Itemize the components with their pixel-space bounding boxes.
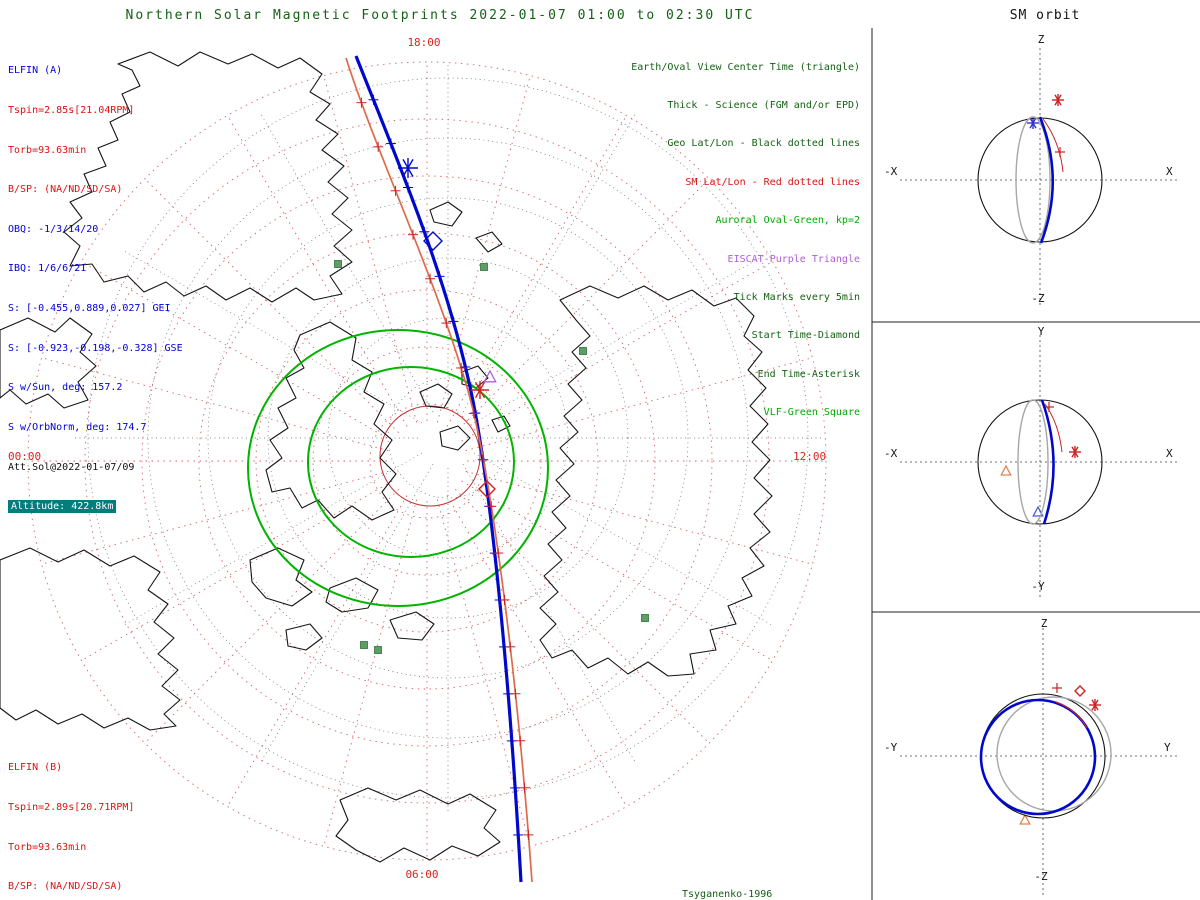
elfin-a-line: S w/OrbNorm, deg: 174.7	[8, 421, 147, 433]
coastlines	[0, 51, 773, 863]
map-legend: Earth/Oval View Center Time (triangle) T…	[585, 36, 860, 446]
sm-orbit-panel-xz	[900, 48, 1180, 308]
elfin-a-line: S: [-0.923,-0.198,-0.328] GSE	[8, 342, 183, 354]
panel2-axis-bottom: -Y	[1031, 580, 1045, 593]
elfin-a-line: S w/Sun, deg: 157.2	[8, 382, 123, 394]
sm-orbit-panel-yz	[900, 628, 1180, 896]
elfin-a-line: S: [-0.455,0.889,0.027] GEI	[8, 303, 171, 315]
auroral-oval	[247, 329, 549, 607]
elfin-a-line: ELFIN (A)	[8, 65, 63, 77]
page-title: Northern Solar Magnetic Footprints 2022-…	[125, 8, 755, 23]
elfin-a-line: Torb=93.63min	[8, 144, 87, 156]
elfin-b-info-block: ELFIN (B) Tspin=2.89s[20.71RPM] Torb=93.…	[8, 735, 177, 900]
orbit-a-blue	[1040, 399, 1055, 525]
panel1-axis-left: -X	[884, 165, 898, 178]
elfin-a-line: B/SP: (NA/ND/SD/SA)	[8, 184, 123, 196]
mlt-label-00: 00:00	[8, 450, 42, 463]
geo-graticule	[73, 63, 823, 813]
credits: Tsyganenko-1996 Created: Fri Jan 13 18:0…	[682, 860, 881, 900]
panel2-axis-left: -X	[884, 447, 898, 460]
orbit-b-gray	[1017, 399, 1049, 525]
mlt-label-18: 18:00	[407, 36, 441, 49]
sm-orbit-panel-xy	[900, 335, 1180, 600]
elfin-a-altitude: Altitude: 422.8km	[8, 500, 183, 514]
panel2-axis-top: Y	[1037, 325, 1045, 338]
legend-item: Geo Lat/Lon - Black dotted lines	[667, 138, 860, 150]
mlt-label-12: 12:00	[793, 450, 827, 463]
model-label: Tsyganenko-1996	[682, 889, 773, 900]
five-minute-tick-marks	[356, 94, 534, 840]
orbit-red-segment	[1042, 118, 1064, 173]
elfin-b-footprint-track	[345, 57, 533, 883]
elfin-a-line: Tspin=2.85s[21.04RPM]	[8, 105, 135, 117]
legend-item: VLF-Green Square	[763, 407, 860, 419]
sm-orbit-title: SM orbit	[1009, 8, 1081, 23]
legend-item: Auroral Oval-Green, kp=2	[715, 215, 861, 227]
elfin-a-line: IBQ: 1/6/6/21	[8, 263, 87, 275]
panel1-axis-top: Z	[1037, 33, 1045, 46]
orbit-red-segment	[1055, 701, 1088, 729]
legend-item: Tick Marks every 5min	[733, 291, 860, 303]
elfin-b-line: Tspin=2.89s[20.71RPM]	[8, 802, 135, 814]
orbit-a-blue	[979, 698, 1097, 816]
panel1-axis-right: X	[1166, 165, 1173, 178]
legend-item: EISCAT-Purple Triangle	[727, 253, 860, 265]
legend-item: SM Lat/Lon - Red dotted lines	[685, 176, 860, 188]
elfin-b-line: Torb=93.63min	[8, 841, 87, 853]
start-end-markers	[398, 94, 1101, 825]
elfin-b-line: B/SP: (NA/ND/SD/SA)	[8, 881, 123, 893]
elfin-a-info-block: ELFIN (A) Tspin=2.85s[21.04RPM] Torb=93.…	[8, 38, 183, 540]
elfin-a-line: Att.Sol@2022-01-07/09	[8, 461, 135, 473]
earth-circle	[977, 399, 1103, 525]
panel3-axis-right: Y	[1164, 741, 1171, 754]
legend-item: Thick - Science (FGM and/or EPD)	[667, 99, 860, 111]
legend-item: Earth/Oval View Center Time (triangle)	[631, 61, 860, 73]
elfin-a-line: OBQ: -1/3/14/20	[8, 223, 99, 235]
mlt-label-06: 06:00	[405, 868, 439, 881]
legend-item: Start Time-Diamond	[751, 330, 860, 342]
legend-item: End Time-Asterisk	[757, 368, 860, 380]
orbit-b-gray	[1015, 116, 1051, 244]
elfin-a-footprint-track	[354, 55, 523, 883]
panel-dividers	[871, 28, 1200, 900]
panel3-axis-bottom: -Z	[1034, 870, 1048, 883]
panel3-axis-left: -Y	[884, 741, 898, 754]
orbit-a-blue	[1038, 116, 1055, 244]
orbit-red-segment	[1044, 403, 1063, 453]
vlf-station-squares	[334, 260, 649, 654]
panel2-axis-right: X	[1166, 447, 1173, 460]
panel1-axis-bottom: -Z	[1031, 292, 1045, 305]
panel3-axis-top: Z	[1040, 617, 1048, 630]
sm-inner-red-circle	[379, 405, 481, 507]
elfin-b-line: ELFIN (B)	[8, 762, 63, 774]
